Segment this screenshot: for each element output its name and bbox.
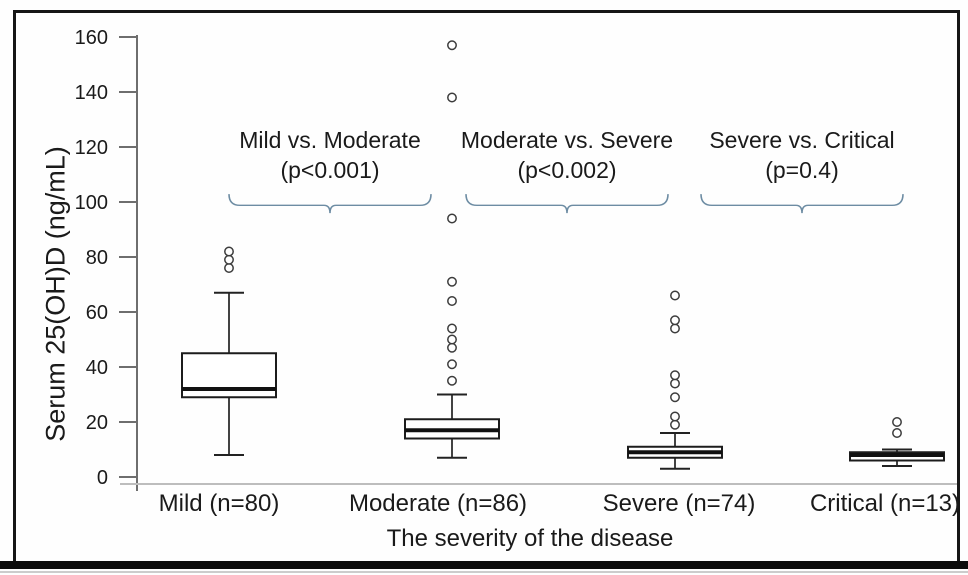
y-tick-label: 120: [75, 137, 108, 159]
outlier-point: [670, 378, 680, 389]
y-tick-label: 0: [97, 467, 108, 489]
comparison-pvalue: (p=0.4): [765, 157, 839, 183]
y-tick-label: 60: [86, 302, 108, 324]
outlier-point: [447, 359, 457, 370]
comparison-brace-icon: [700, 194, 904, 214]
outlier-point: [447, 40, 457, 51]
x-axis-title: The severity of the disease: [386, 525, 674, 552]
outlier-point: [892, 417, 902, 427]
outlier-point: [447, 323, 457, 334]
outlier-point: [447, 334, 457, 345]
outlier-point: [670, 411, 680, 422]
figure-bottom-shadow: [0, 571, 968, 573]
outlier-point: [670, 392, 680, 403]
outlier-point: [670, 315, 680, 326]
outlier-point: [224, 246, 234, 257]
comparison-annotation-severe-critical: Severe vs. Critical (p=0.4): [672, 125, 932, 214]
outlier-point: [892, 428, 902, 438]
category-label-severe: Severe (n=74): [602, 490, 756, 517]
figure-bottom-rule: [0, 561, 968, 569]
y-tick-label: 100: [75, 192, 108, 214]
outlier-point: [670, 419, 680, 430]
comparison-label: Severe vs. Critical: [709, 127, 895, 153]
comparison-pvalue: (p<0.001): [280, 157, 380, 183]
comparison-brace-icon: [465, 194, 669, 214]
outlier-point: [447, 92, 457, 103]
comparison-brace-icon: [228, 194, 432, 214]
y-axis-title: Serum 25(OH)D (ng/mL): [40, 146, 71, 442]
y-tick-label: 40: [86, 357, 108, 379]
outlier-point: [670, 290, 680, 301]
y-tick-label: 20: [86, 412, 108, 434]
outlier-point: [447, 276, 457, 287]
category-label-moderate: Moderate (n=86): [348, 490, 528, 517]
comparison-annotation-mild-moderate: Mild vs. Moderate (p<0.001): [200, 125, 460, 214]
y-tick-label: 160: [75, 27, 108, 49]
outlier-point: [670, 370, 680, 381]
outlier-point: [224, 254, 234, 265]
category-label-mild: Mild (n=80): [158, 490, 280, 517]
comparison-pvalue: (p<0.002): [517, 157, 617, 183]
y-tick-label: 80: [86, 247, 108, 269]
y-tick-label: 140: [75, 82, 108, 104]
outlier-point: [447, 213, 457, 224]
comparison-label: Mild vs. Moderate: [239, 127, 421, 153]
outlier-point: [447, 342, 457, 353]
category-label-critical: Critical (n=13): [809, 490, 961, 517]
comparison-label: Moderate vs. Severe: [460, 127, 674, 153]
outlier-point: [447, 296, 457, 306]
outlier-point: [670, 323, 680, 334]
outlier-point: [224, 263, 234, 273]
outlier-point: [447, 375, 457, 386]
comparison-annotation-moderate-severe: Moderate vs. Severe (p<0.002): [437, 125, 697, 214]
